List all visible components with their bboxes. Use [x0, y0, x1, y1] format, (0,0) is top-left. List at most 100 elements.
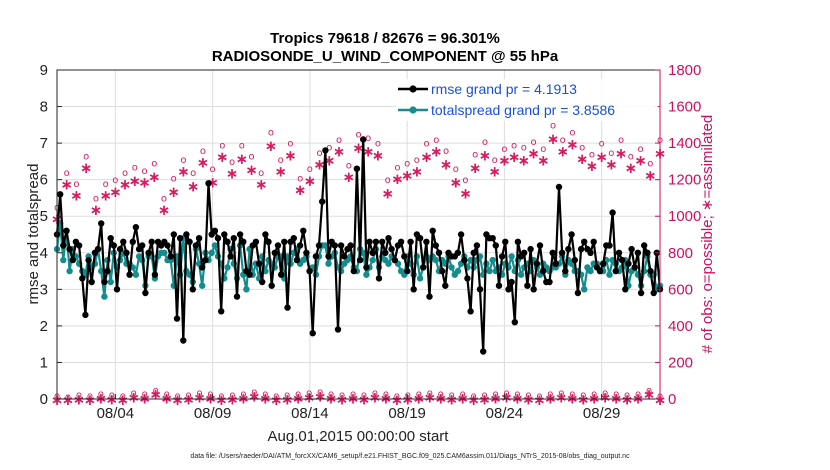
totalspread-point: [581, 286, 588, 293]
rmse-point: [530, 286, 537, 293]
rmse-point: [489, 235, 496, 242]
rmse-point: [98, 220, 105, 227]
obs-assimilated-marker: ∗: [381, 185, 394, 203]
totalspread-point: [432, 256, 439, 264]
obs-assimilated-marker: ∗: [547, 130, 560, 148]
rmse-point: [420, 264, 427, 271]
obs-possible-marker: o: [589, 150, 595, 161]
obs-assimilated-marker: ∗: [119, 175, 132, 193]
totalspread-point: [224, 264, 231, 271]
x-tick-label: 08/14: [291, 405, 329, 422]
obs-assimilated-marker-low: ∗: [555, 388, 568, 406]
chart-subtitle: RADIOSONDE_U_WIND_COMPONENT @ 55 hPa: [212, 48, 559, 65]
obs-assimilated-marker: ∗: [625, 159, 638, 177]
rmse-point: [246, 271, 253, 278]
obs-assimilated-marker-low: ∗: [610, 389, 623, 407]
rmse-point: [622, 286, 629, 293]
rmse-point: [600, 260, 607, 267]
obs-possible-marker: o: [647, 159, 653, 170]
chart-title: Tropics 79618 / 82676 = 96.301%: [270, 30, 500, 47]
rmse-point: [252, 238, 260, 245]
obs-possible-marker: o: [258, 168, 264, 179]
obs-assimilated-marker: ∗: [245, 161, 258, 179]
totalspread-point: [486, 267, 493, 275]
obs-assimilated-marker-low: ∗: [84, 391, 97, 409]
obs-assimilated-marker: ∗: [576, 150, 589, 168]
obs-possible-marker-low: o: [394, 391, 400, 402]
obs-possible-marker-low: o: [438, 389, 444, 400]
rmse-point: [303, 249, 310, 256]
obs-possible-marker-low: o: [536, 391, 542, 402]
totalspread-point: [132, 271, 140, 278]
rmse-point: [372, 238, 380, 245]
obs-assimilated-marker: ∗: [449, 174, 462, 192]
rmse-point: [199, 264, 206, 271]
obs-possible-marker-low: o: [207, 389, 213, 400]
obs-possible-marker: o: [501, 144, 507, 155]
obs-assimilated-marker: ∗: [440, 155, 453, 173]
rmse-point: [625, 260, 632, 267]
totalspread-point: [606, 271, 613, 278]
obs-possible-marker: o: [531, 137, 537, 148]
obs-possible-marker: o: [472, 150, 478, 161]
obs-possible-marker-low: o: [109, 390, 115, 401]
rmse-point: [309, 330, 316, 337]
obs-assimilated-marker-low: ∗: [270, 391, 283, 409]
obs-assimilated-marker-low: ∗: [544, 389, 557, 407]
obs-assimilated-marker-low: ∗: [456, 389, 469, 407]
obs-assimilated-marker: ∗: [90, 201, 103, 219]
obs-possible-marker-low: o: [131, 388, 137, 399]
obs-possible-marker: o: [346, 161, 352, 172]
totalspread-point: [243, 286, 250, 293]
totalspread-point: [211, 242, 219, 249]
obs-possible-marker-low: o: [306, 388, 312, 399]
obs-possible-marker-low: o: [142, 389, 148, 400]
obs-possible-marker-low: o: [87, 391, 93, 402]
legend: rmse grand pr = 4.1913 totalspread grand…: [396, 79, 658, 121]
rmse-point: [192, 242, 200, 249]
obs-possible-marker-low: o: [602, 388, 608, 399]
obs-assimilated-marker: ∗: [216, 148, 229, 166]
rmse-point: [549, 249, 556, 256]
rmse-point: [555, 183, 563, 191]
rmse-point: [350, 267, 357, 275]
obs-possible-marker: o: [73, 179, 79, 190]
obs-assimilated-marker: ∗: [70, 186, 83, 204]
obs-assimilated-marker-low: ∗: [51, 391, 64, 409]
rmse-point: [94, 245, 102, 253]
rmse-point: [524, 282, 531, 289]
rmse-point: [315, 242, 323, 249]
x-tick-label: 08/29: [583, 405, 621, 422]
rmse-point: [110, 242, 118, 249]
obs-assimilated-marker: ∗: [508, 148, 521, 166]
rmse-point: [615, 249, 623, 256]
legend-spread-marker: [409, 106, 417, 114]
obs-possible-marker-low: o: [175, 391, 181, 402]
rmse-point: [224, 238, 231, 245]
rmse-point: [319, 198, 326, 205]
rmse-point: [631, 264, 638, 271]
rmse-point: [104, 267, 111, 275]
obs-assimilated-marker: ∗: [362, 143, 375, 161]
obs-possible-marker: o: [210, 164, 216, 175]
obs-assimilated-marker: ∗: [566, 135, 579, 153]
rmse-point: [546, 278, 553, 286]
rmse-point: [498, 253, 506, 260]
rmse-point: [363, 264, 370, 271]
obs-possible-marker: o: [64, 168, 70, 179]
rmse-point: [397, 238, 405, 245]
obs-assimilated-marker-low: ∗: [127, 388, 140, 406]
y-tick-label-right: 0: [668, 391, 676, 408]
totalspread-point: [454, 267, 462, 275]
x-tick-label: 08/04: [97, 405, 135, 422]
rmse-point: [173, 315, 181, 322]
obs-assimilated-marker: ∗: [372, 146, 385, 164]
obs-possible-marker-low: o: [196, 388, 202, 399]
rmse-point: [590, 238, 597, 245]
totalspread-point: [101, 293, 108, 300]
rmse-point: [113, 286, 121, 293]
rmse-point: [347, 242, 354, 249]
rmse-point: [426, 293, 433, 300]
obs-assimilated-marker: ∗: [129, 172, 142, 190]
obs-possible-marker: o: [424, 139, 430, 150]
